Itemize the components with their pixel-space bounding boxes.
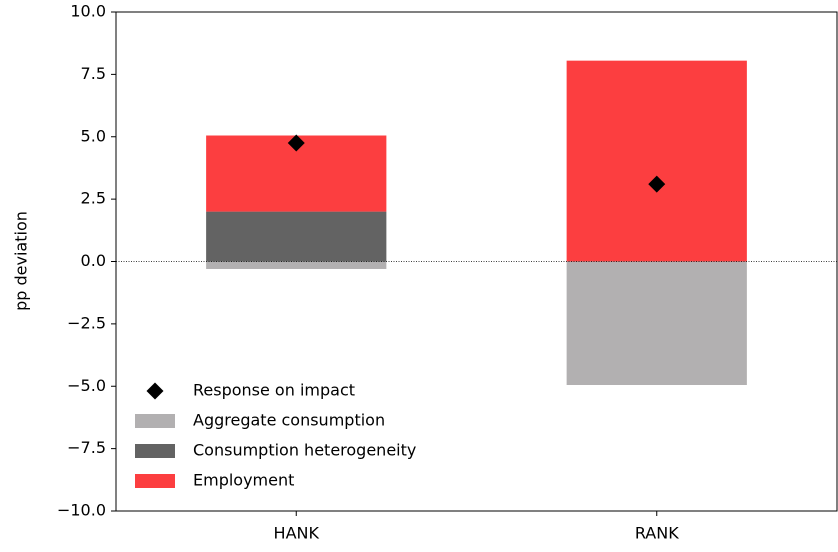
- marker: [287, 134, 305, 152]
- legend-swatch: [135, 444, 175, 458]
- y-axis-label: pp deviation: [12, 211, 31, 311]
- plot-frame: [115, 11, 838, 512]
- legend-label: Aggregate consumption: [193, 411, 385, 430]
- y-tick-label: −7.5: [67, 438, 106, 457]
- legend-marker: [146, 382, 164, 400]
- bar-segment: [566, 60, 747, 262]
- bar-segment: [566, 261, 747, 386]
- y-tick-label: −2.5: [67, 313, 106, 332]
- legend-label: Employment: [193, 471, 294, 490]
- y-tick-label: 5.0: [81, 126, 106, 145]
- x-tick-label: HANK: [274, 524, 320, 543]
- y-tick-label: 7.5: [81, 64, 106, 83]
- y-tick-label: 0.0: [81, 251, 106, 270]
- legend-swatch: [135, 414, 175, 428]
- bar-segment: [206, 261, 387, 269]
- legend-label: Consumption heterogeneity: [193, 441, 416, 460]
- bar-segment: [206, 211, 387, 262]
- x-tick-label: RANK: [635, 524, 679, 543]
- legend-swatch: [135, 474, 175, 488]
- y-tick-label: −5.0: [67, 376, 106, 395]
- legend-label: Response on impact: [193, 381, 355, 400]
- y-tick-label: −10.0: [57, 501, 106, 520]
- y-tick-label: 10.0: [70, 2, 106, 21]
- y-tick-label: 2.5: [81, 189, 106, 208]
- marker: [648, 175, 666, 193]
